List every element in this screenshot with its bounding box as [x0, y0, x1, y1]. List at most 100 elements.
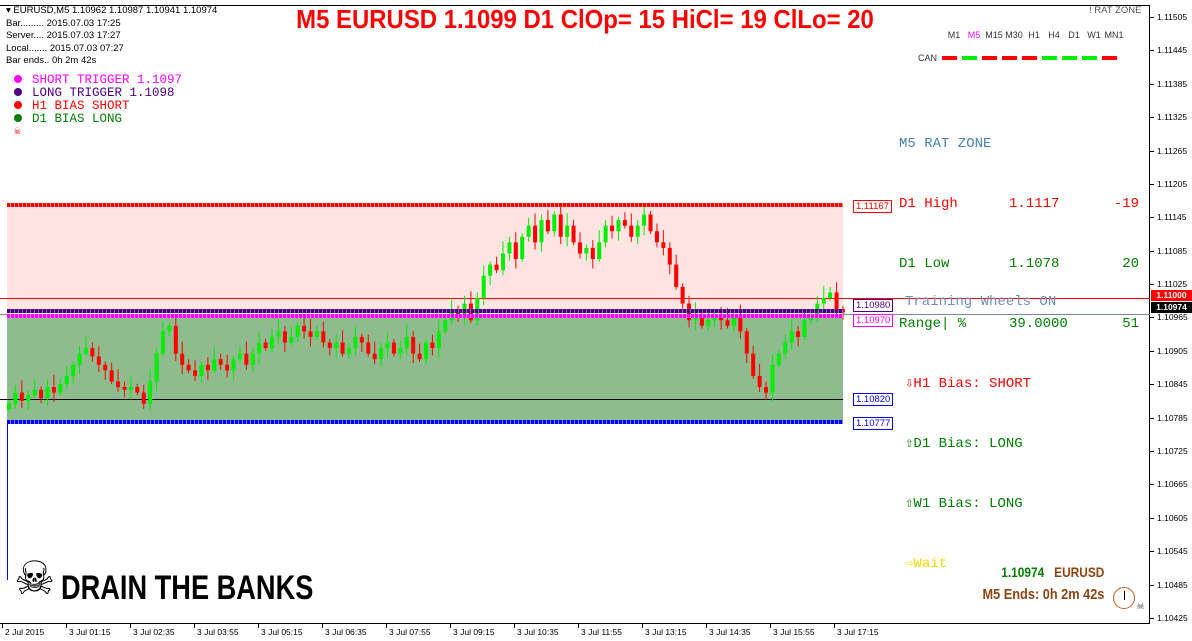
candle	[642, 204, 647, 236]
candle-body	[757, 375, 762, 388]
candle	[276, 319, 281, 345]
timeframe-m15[interactable]: M15	[985, 30, 1003, 40]
timeframe-m1[interactable]: M1	[947, 30, 961, 40]
candle	[834, 282, 839, 315]
candle-body	[26, 395, 31, 401]
price-tick	[1150, 250, 1154, 252]
candle	[494, 256, 499, 273]
candle	[314, 325, 319, 340]
candle-body	[51, 387, 56, 393]
h1-bias: ⇩H1 Bias: SHORT	[905, 376, 1032, 392]
price-tick-label: 1.11085	[1157, 245, 1188, 256]
candle	[353, 326, 358, 356]
candle	[590, 240, 595, 269]
candle-body	[731, 314, 736, 326]
candle-body	[19, 392, 24, 401]
candle-body	[270, 336, 275, 349]
training-wheels-label: Training Wheels ON	[905, 294, 1057, 310]
candle	[436, 319, 441, 358]
candle-body	[205, 364, 210, 371]
candle	[366, 334, 371, 357]
candle-body	[295, 325, 300, 337]
candle	[58, 378, 63, 396]
candle	[379, 342, 384, 367]
price-tick	[1150, 417, 1154, 419]
time-tick-label: 3 Jul 07:55	[389, 627, 431, 637]
candle	[398, 340, 403, 359]
candle	[584, 244, 589, 261]
price-tick	[1150, 83, 1154, 85]
candle-body	[13, 392, 18, 404]
candle-body	[257, 342, 262, 354]
candle	[764, 381, 769, 400]
candle	[417, 343, 422, 362]
can-state-bar	[1082, 56, 1098, 60]
candle-body	[571, 225, 576, 243]
candle-body	[199, 364, 204, 376]
time-tick-label: 3 Jul 06:35	[325, 627, 367, 637]
candle	[513, 232, 518, 269]
time-tick-label: 3 Jul 09:15	[453, 627, 495, 637]
candle	[424, 339, 428, 365]
candle-body	[218, 359, 223, 365]
candle-body	[404, 336, 409, 349]
time-tick	[322, 624, 323, 628]
candle-body	[90, 348, 95, 357]
time-tick	[706, 624, 707, 628]
price-tick	[1150, 217, 1154, 219]
timeframe-mn1[interactable]: MN1	[1104, 30, 1124, 40]
price-tick-label: 1.10965	[1157, 312, 1188, 323]
candle	[385, 332, 390, 358]
candle	[128, 377, 133, 400]
candle-body	[725, 320, 730, 326]
candle-body	[347, 348, 352, 354]
candle-body	[372, 353, 377, 360]
price-tick-label: 1.11145	[1157, 212, 1187, 223]
candle-body	[616, 220, 621, 232]
candle-body	[674, 264, 679, 287]
candle	[661, 230, 666, 256]
page-title: M5 EURUSD 1.1099 D1 ClOp= 15 HiCl= 19 Cl…	[296, 4, 874, 34]
candle-body	[635, 225, 640, 237]
candle-body	[359, 336, 364, 343]
candle	[103, 361, 108, 380]
d1-low-row: D1 Low 1.1078 20	[899, 256, 1139, 272]
timeframe-m30[interactable]: M30	[1005, 30, 1023, 40]
candle	[404, 324, 409, 356]
candle-body	[237, 353, 242, 360]
timeframe-w1[interactable]: W1	[1087, 30, 1101, 40]
left-blue-line	[7, 420, 8, 580]
price-tick	[1150, 517, 1154, 519]
candle-body	[539, 220, 544, 243]
candle	[32, 379, 37, 399]
candle	[64, 365, 69, 390]
candle	[571, 220, 576, 246]
indicator-name: ! RAT ZONE	[1089, 5, 1142, 16]
candle-body	[802, 320, 807, 337]
timeframe-h1[interactable]: H1	[1028, 30, 1040, 40]
candle-body	[263, 342, 268, 349]
candle-body	[603, 225, 608, 243]
candle	[289, 326, 294, 346]
candle-body	[96, 356, 101, 365]
price-tick-label: 1.10785	[1157, 412, 1188, 423]
candle	[539, 214, 544, 252]
candle-body	[385, 342, 390, 349]
timeframe-d1[interactable]: D1	[1068, 30, 1080, 40]
candle-body	[314, 331, 319, 337]
can-label: CAN	[918, 53, 938, 63]
d1-high-label: 1.11167	[853, 200, 892, 213]
candle-body	[841, 309, 845, 313]
candle-body	[494, 264, 499, 271]
current-price-badge: 1.10974	[1151, 302, 1192, 313]
candle	[770, 354, 775, 403]
candle	[180, 341, 185, 375]
price-tick-label: 1.10845	[1157, 379, 1188, 390]
timeframe-m5[interactable]: M5	[967, 30, 981, 40]
timeframe-h4[interactable]: H4	[1048, 30, 1060, 40]
candle	[116, 369, 121, 393]
candle-body	[680, 286, 685, 304]
candle-body	[610, 225, 615, 232]
candle-body	[282, 331, 287, 343]
candle-body	[417, 353, 422, 360]
